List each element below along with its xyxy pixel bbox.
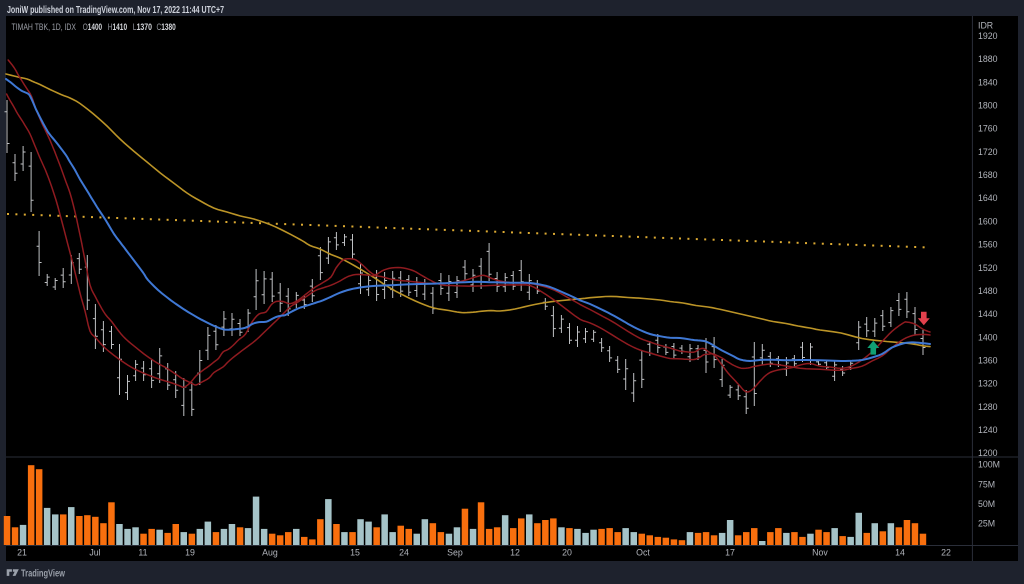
svg-text:14: 14 [895, 548, 905, 558]
svg-text:1560: 1560 [978, 240, 998, 250]
svg-text:1520: 1520 [978, 263, 998, 273]
svg-text:75M: 75M [978, 480, 995, 490]
svg-text:11: 11 [138, 548, 147, 558]
svg-text:24: 24 [399, 548, 409, 558]
svg-text:1200: 1200 [978, 448, 998, 458]
svg-text:Sep: Sep [447, 548, 463, 558]
svg-text:1400: 1400 [978, 332, 998, 342]
svg-text:17: 17 [725, 548, 735, 558]
svg-text:IDR: IDR [978, 21, 993, 31]
svg-text:1840: 1840 [978, 77, 998, 87]
svg-text:1600: 1600 [978, 216, 998, 226]
svg-text:1640: 1640 [978, 193, 998, 203]
svg-text:TIMAH TBK, 1D, IDX: TIMAH TBK, 1D, IDX [12, 22, 77, 33]
svg-text:1720: 1720 [978, 147, 998, 157]
svg-text:50M: 50M [978, 499, 995, 509]
svg-text:C1380: C1380 [157, 22, 176, 33]
svg-text:JoniW published on TradingView: JoniW published on TradingView.com, Nov … [7, 4, 224, 16]
svg-text:1760: 1760 [978, 124, 998, 134]
svg-text:1320: 1320 [978, 379, 998, 389]
svg-text:O1400: O1400 [83, 22, 102, 33]
svg-text:1680: 1680 [978, 170, 998, 180]
svg-text:21: 21 [17, 548, 27, 558]
svg-text:20: 20 [562, 548, 572, 558]
svg-text:Oct: Oct [636, 548, 650, 558]
svg-text:15: 15 [350, 548, 360, 558]
svg-text:H1410: H1410 [108, 22, 127, 33]
svg-text:Nov: Nov [812, 548, 828, 558]
svg-text:25M: 25M [978, 519, 995, 529]
svg-text:100M: 100M [978, 459, 1000, 469]
svg-text:19: 19 [185, 548, 195, 558]
svg-text:Aug: Aug [262, 548, 278, 558]
svg-text:1240: 1240 [978, 425, 998, 435]
svg-text:1480: 1480 [978, 286, 998, 296]
svg-text:TradingView: TradingView [21, 567, 66, 579]
svg-text:1360: 1360 [978, 356, 998, 366]
svg-text:1800: 1800 [978, 101, 998, 111]
svg-text:22: 22 [941, 548, 951, 558]
svg-text:1920: 1920 [978, 31, 998, 41]
svg-text:1280: 1280 [978, 402, 998, 412]
svg-text:Jul: Jul [89, 548, 100, 558]
svg-text:L1370: L1370 [133, 22, 152, 33]
svg-text:1880: 1880 [978, 54, 998, 64]
svg-text:1440: 1440 [978, 309, 998, 319]
svg-text:12: 12 [510, 548, 520, 558]
